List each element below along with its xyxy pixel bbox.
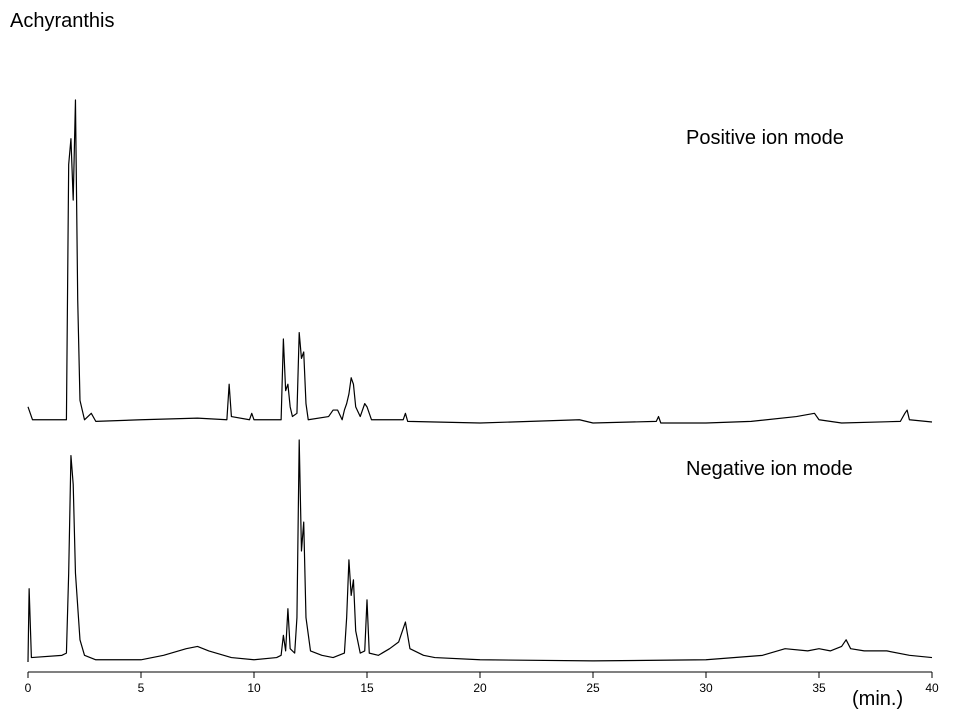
annotation: Positive ion mode (686, 127, 844, 149)
x-tick-label: 15 (360, 681, 374, 695)
x-tick-label: 35 (812, 681, 826, 695)
x-tick-label: 0 (25, 681, 32, 695)
trace (27, 99, 933, 424)
x-tick-label: 10 (247, 681, 261, 695)
chart-title: Achyranthis (10, 10, 115, 32)
x-tick-label: 20 (473, 681, 487, 695)
x-tick-label: 40 (925, 681, 939, 695)
annotation: Negative ion mode (686, 458, 853, 480)
x-tick-label: 25 (586, 681, 600, 695)
x-tick-label: 5 (138, 681, 145, 695)
x-tick-label: 30 (699, 681, 713, 695)
trace (27, 439, 933, 663)
x-axis-label: (min.) (852, 688, 903, 710)
